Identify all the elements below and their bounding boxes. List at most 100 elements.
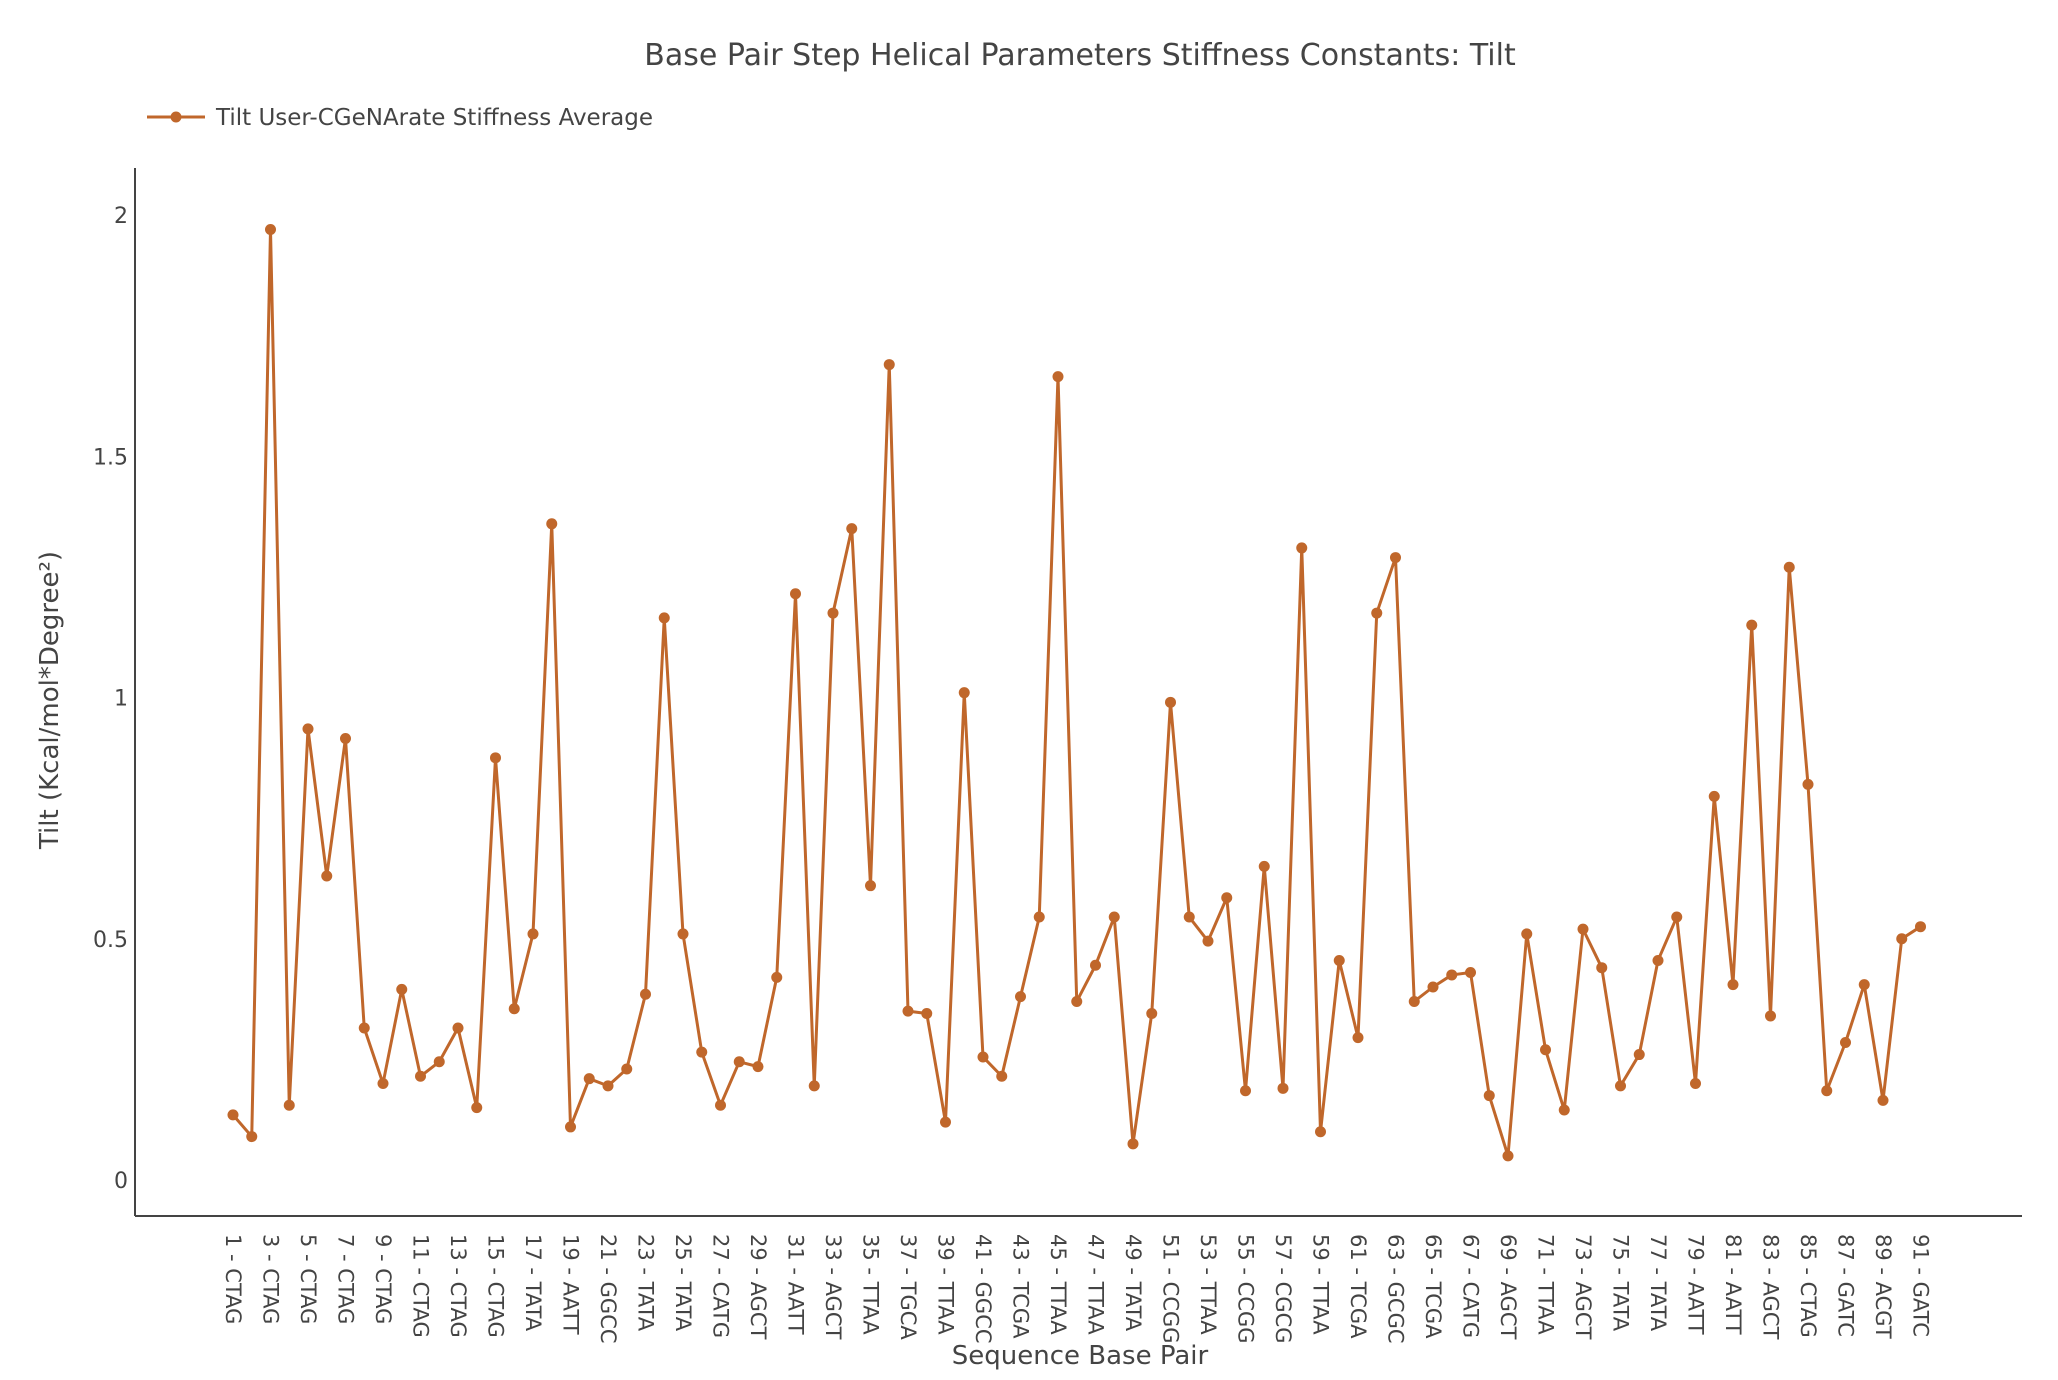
data-point[interactable] bbox=[696, 1046, 708, 1058]
data-point[interactable] bbox=[340, 733, 351, 745]
data-point[interactable] bbox=[1521, 928, 1533, 940]
data-point[interactable] bbox=[1033, 911, 1045, 923]
data-point[interactable] bbox=[996, 1070, 1008, 1082]
data-point[interactable] bbox=[1127, 1138, 1139, 1150]
data-point[interactable] bbox=[265, 223, 276, 235]
data-point[interactable] bbox=[1821, 1085, 1833, 1097]
data-point[interactable] bbox=[1202, 935, 1214, 947]
data-point[interactable] bbox=[1015, 991, 1026, 1003]
data-point[interactable] bbox=[358, 1022, 370, 1034]
data-point[interactable] bbox=[865, 880, 876, 892]
data-point[interactable] bbox=[1108, 911, 1120, 923]
data-point[interactable] bbox=[1146, 1008, 1158, 1020]
data-point[interactable] bbox=[1633, 1049, 1645, 1061]
data-point[interactable] bbox=[940, 1116, 951, 1128]
data-point[interactable] bbox=[733, 1056, 745, 1068]
data-point[interactable] bbox=[902, 1005, 914, 1017]
data-point[interactable] bbox=[1746, 619, 1758, 631]
data-point[interactable] bbox=[227, 1109, 239, 1121]
data-point[interactable] bbox=[808, 1080, 820, 1092]
data-point[interactable] bbox=[527, 928, 539, 940]
data-point[interactable] bbox=[1071, 995, 1083, 1007]
data-point[interactable] bbox=[433, 1056, 445, 1068]
data-point[interactable] bbox=[321, 870, 333, 882]
data-point[interactable] bbox=[246, 1131, 258, 1143]
data-point[interactable] bbox=[602, 1080, 614, 1092]
x-tick-label: 57 - CGCG bbox=[1271, 1234, 1295, 1344]
data-point[interactable] bbox=[1802, 778, 1814, 790]
data-point[interactable] bbox=[1446, 969, 1458, 981]
data-point[interactable] bbox=[752, 1061, 764, 1073]
data-point[interactable] bbox=[1765, 1010, 1776, 1022]
data-point[interactable] bbox=[415, 1070, 426, 1082]
data-point[interactable] bbox=[1408, 995, 1420, 1007]
data-point[interactable] bbox=[958, 687, 970, 699]
data-point[interactable] bbox=[1596, 962, 1608, 974]
data-point[interactable] bbox=[1090, 959, 1101, 971]
data-point[interactable] bbox=[1671, 911, 1683, 923]
data-point[interactable] bbox=[1727, 979, 1739, 991]
data-point[interactable] bbox=[1915, 921, 1926, 933]
data-point[interactable] bbox=[1896, 933, 1908, 945]
data-point[interactable] bbox=[677, 928, 689, 940]
data-point[interactable] bbox=[790, 588, 801, 600]
data-point[interactable] bbox=[583, 1073, 595, 1085]
data-point[interactable] bbox=[1052, 371, 1064, 383]
data-point[interactable] bbox=[377, 1078, 389, 1089]
data-point[interactable] bbox=[1333, 954, 1345, 966]
data-point[interactable] bbox=[471, 1102, 483, 1114]
data-point[interactable] bbox=[658, 612, 670, 624]
data-point[interactable] bbox=[565, 1121, 576, 1133]
data-point[interactable] bbox=[508, 1003, 520, 1015]
data-point[interactable] bbox=[1502, 1150, 1514, 1162]
data-point[interactable] bbox=[1221, 892, 1233, 904]
data-point[interactable] bbox=[846, 523, 858, 535]
data-point[interactable] bbox=[452, 1022, 464, 1034]
data-point[interactable] bbox=[977, 1051, 989, 1063]
data-point[interactable] bbox=[621, 1063, 633, 1075]
data-point[interactable] bbox=[1690, 1078, 1701, 1089]
data-point[interactable] bbox=[302, 723, 314, 735]
data-point[interactable] bbox=[771, 971, 783, 983]
data-point[interactable] bbox=[640, 988, 651, 1000]
data-point[interactable] bbox=[883, 359, 895, 371]
data-point[interactable] bbox=[283, 1099, 295, 1111]
data-point[interactable] bbox=[1540, 1044, 1551, 1056]
data-point[interactable] bbox=[1390, 552, 1401, 564]
data-point[interactable] bbox=[396, 983, 408, 995]
series-tilt[interactable] bbox=[227, 223, 1927, 1162]
data-point[interactable] bbox=[1465, 967, 1476, 979]
data-point[interactable] bbox=[1483, 1090, 1495, 1102]
x-tick-label: 89 - ACGT bbox=[1871, 1234, 1895, 1339]
data-point[interactable] bbox=[921, 1008, 933, 1020]
data-point[interactable] bbox=[1427, 981, 1439, 993]
data-point[interactable] bbox=[1615, 1080, 1626, 1092]
legend[interactable]: Tilt User-CGeNArate Stiffness Average bbox=[147, 105, 653, 131]
data-point[interactable] bbox=[1165, 696, 1176, 708]
x-tick-label: 29 - AGCT bbox=[746, 1234, 770, 1340]
x-tick-label: 49 - TATA bbox=[1121, 1234, 1145, 1332]
data-point[interactable] bbox=[1652, 954, 1664, 966]
x-tick-label: 11 - CTAG bbox=[409, 1234, 433, 1338]
data-point[interactable] bbox=[715, 1099, 726, 1111]
x-tick-label: 47 - TTAA bbox=[1084, 1234, 1108, 1335]
data-point[interactable] bbox=[1371, 607, 1383, 619]
data-point[interactable] bbox=[1183, 911, 1195, 923]
data-point[interactable] bbox=[1858, 979, 1870, 991]
data-point[interactable] bbox=[1315, 1126, 1326, 1138]
data-point[interactable] bbox=[1296, 542, 1308, 554]
data-point[interactable] bbox=[1783, 561, 1795, 573]
data-point[interactable] bbox=[1558, 1104, 1570, 1116]
data-point[interactable] bbox=[546, 518, 558, 530]
data-point[interactable] bbox=[1258, 860, 1270, 872]
x-tick-label: 51 - CCGG bbox=[1159, 1234, 1183, 1344]
data-point[interactable] bbox=[1277, 1082, 1289, 1094]
data-point[interactable] bbox=[490, 752, 501, 764]
data-point[interactable] bbox=[1708, 790, 1720, 802]
data-point[interactable] bbox=[1840, 1036, 1851, 1048]
data-point[interactable] bbox=[827, 607, 839, 619]
data-point[interactable] bbox=[1577, 923, 1589, 935]
data-point[interactable] bbox=[1877, 1094, 1889, 1106]
data-point[interactable] bbox=[1240, 1085, 1251, 1097]
data-point[interactable] bbox=[1352, 1032, 1364, 1044]
